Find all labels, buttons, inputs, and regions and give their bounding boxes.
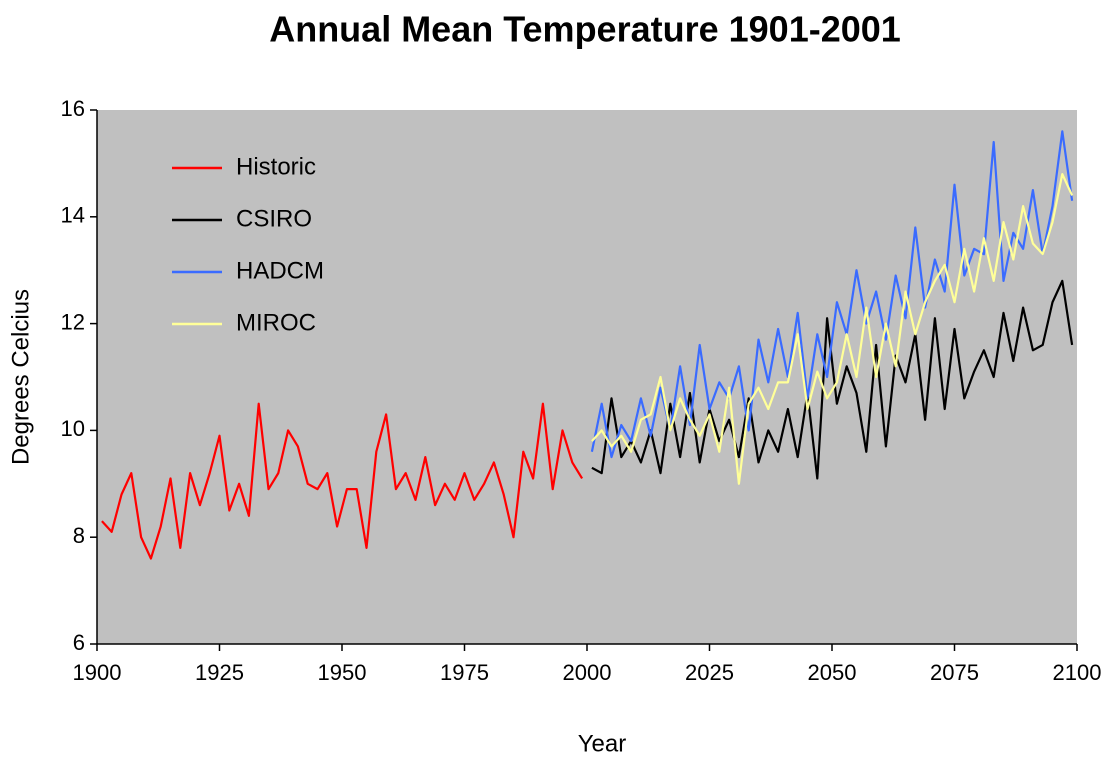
y-tick-label: 10 <box>61 416 85 441</box>
chart-title: Annual Mean Temperature 1901-2001 <box>269 9 901 50</box>
x-tick-label: 2100 <box>1053 660 1102 685</box>
x-tick-label: 2050 <box>808 660 857 685</box>
y-tick-label: 8 <box>73 523 85 548</box>
legend-label: MIROC <box>236 309 316 336</box>
series-line <box>590 130 1074 459</box>
series-line <box>591 172 1074 485</box>
plot-area <box>97 110 1077 644</box>
y-tick-label: 16 <box>61 96 85 121</box>
x-tick-label: 2075 <box>930 660 979 685</box>
x-tick-label: 2025 <box>685 660 734 685</box>
legend-label: CSIRO <box>236 205 312 232</box>
legend-label: Historic <box>236 153 316 180</box>
y-tick-label: 14 <box>61 203 85 228</box>
y-tick-label: 6 <box>73 630 85 655</box>
x-tick-label: 2000 <box>563 660 612 685</box>
x-tick-label: 1900 <box>73 660 122 685</box>
y-tick-label: 12 <box>61 309 85 334</box>
x-axis-label: Year <box>578 730 627 757</box>
legend-label: HADCM <box>236 257 324 284</box>
x-tick-label: 1950 <box>318 660 367 685</box>
x-tick-label: 1975 <box>440 660 489 685</box>
series-line <box>101 402 584 560</box>
y-axis-label: Degrees Celcius <box>7 289 34 465</box>
x-tick-label: 1925 <box>195 660 244 685</box>
